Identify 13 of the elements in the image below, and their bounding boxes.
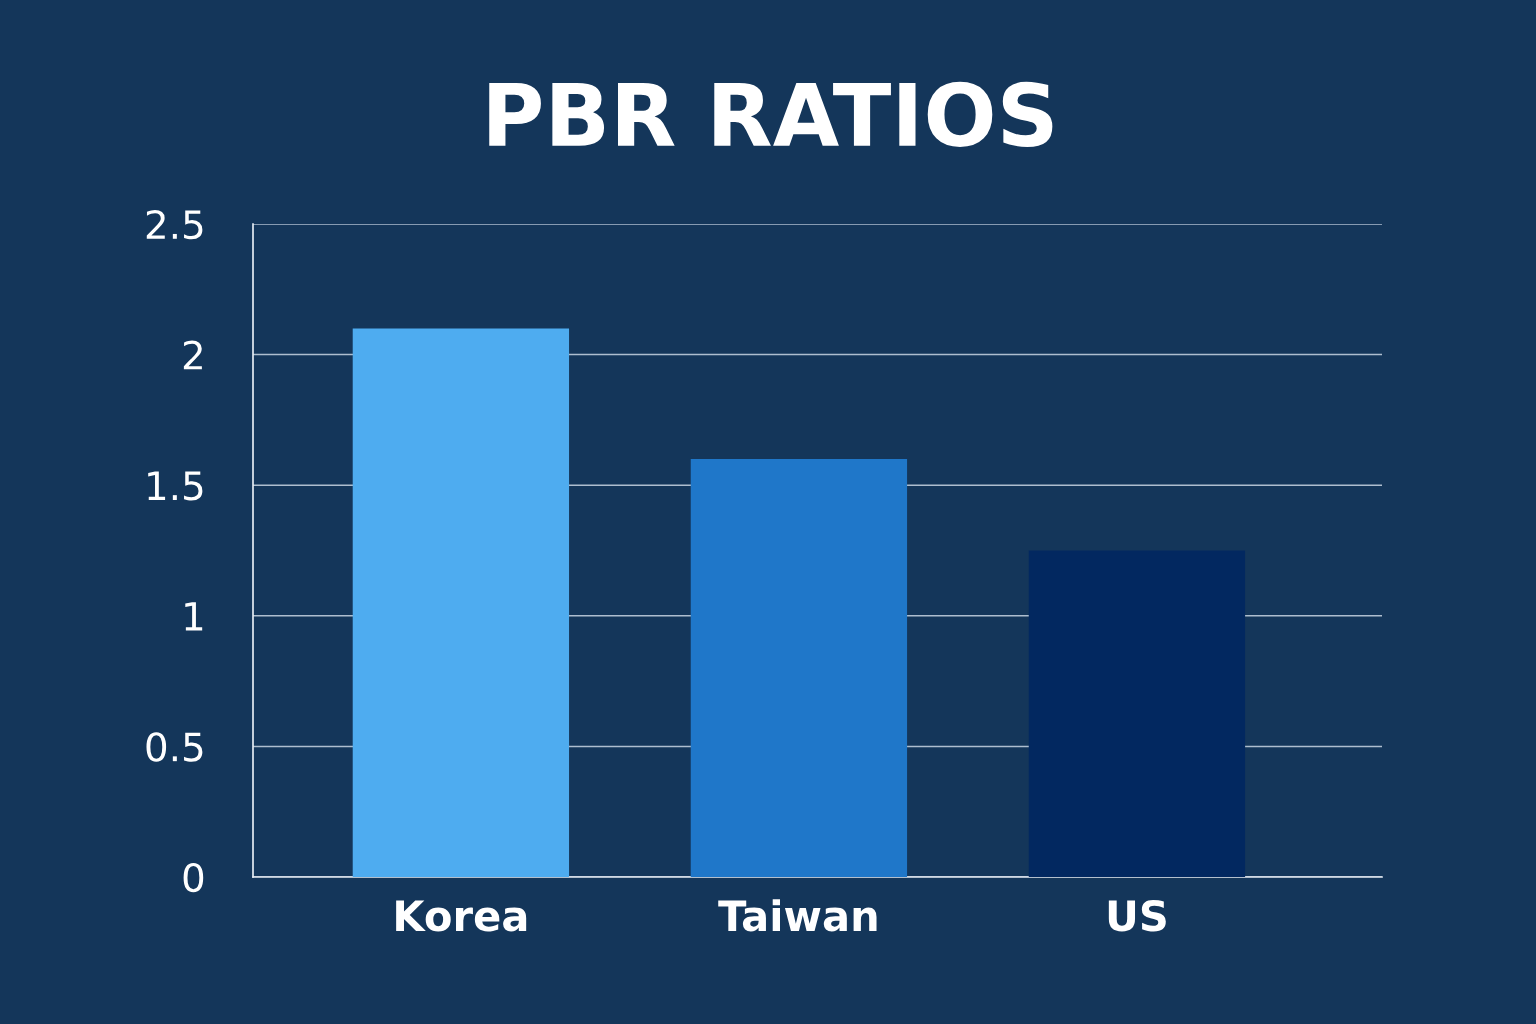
y-tick-label: 0.5 bbox=[146, 732, 203, 762]
y-tick-label: 1.5 bbox=[148, 471, 203, 501]
x-tick-label: Taiwan bbox=[718, 899, 877, 932]
y-tick-label: 0 bbox=[183, 862, 204, 893]
x-tick-label: Korea bbox=[396, 900, 527, 932]
chart-title: PBR RATIOS bbox=[489, 81, 1053, 147]
y-tick-label: 2.5 bbox=[146, 209, 203, 240]
bar bbox=[352, 328, 570, 877]
bar bbox=[690, 459, 908, 877]
y-tick-label: 2 bbox=[183, 340, 202, 370]
x-tick-label: US bbox=[1108, 899, 1166, 932]
bar bbox=[1028, 550, 1246, 877]
y-tick-label: 1 bbox=[185, 602, 203, 631]
